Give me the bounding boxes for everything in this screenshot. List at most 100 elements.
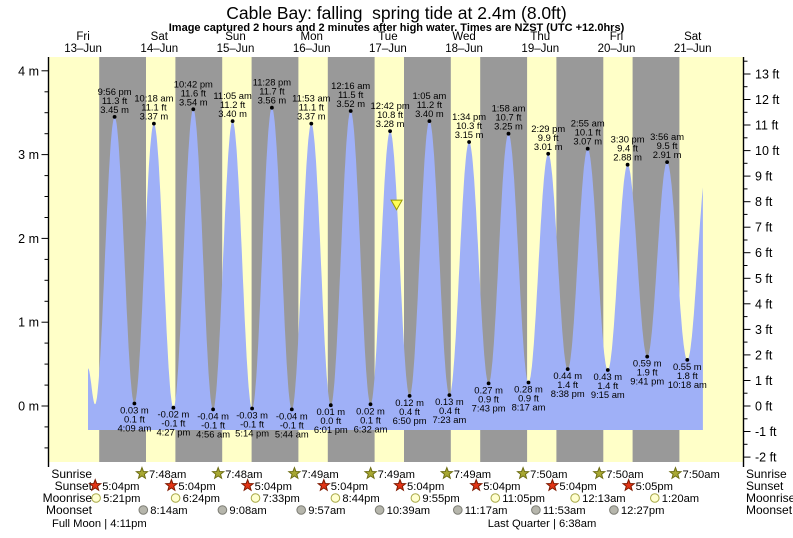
m-axis-tick-label: 2 m — [18, 232, 39, 246]
moonrise-time-label: 6:24pm — [183, 493, 220, 505]
high-tide-label: 11:28 pm — [253, 77, 292, 88]
tide-extreme-dot — [467, 140, 471, 144]
high-tide-label: 3.54 m — [179, 96, 208, 107]
low-tide-label: 7:23 am — [432, 414, 466, 425]
moon-phase-label: Last Quarter | 6:38am — [488, 518, 597, 530]
low-tide-label: 4:09 am — [117, 423, 151, 434]
high-tide-label: 12:16 am — [331, 80, 370, 91]
ft-axis-tick-label: 10 ft — [755, 144, 780, 158]
high-tide-label: 10.3 ft — [456, 120, 482, 131]
moonset-icon — [217, 505, 228, 515]
low-tide-label: -0.02 m — [158, 409, 190, 420]
sunset-icon — [316, 478, 331, 492]
sunset-icon — [164, 478, 179, 492]
tide-extreme-dot — [645, 354, 650, 359]
sunrise-icon — [668, 466, 683, 480]
ft-axis-tick-label: 3 ft — [755, 323, 773, 337]
moonset-icon — [374, 505, 385, 515]
ft-axis-tick-label: 4 ft — [755, 297, 773, 311]
moonset-time-label: 8:14am — [150, 505, 187, 517]
high-tide-label: 11.5 ft — [338, 89, 364, 100]
low-tide-label: 0.28 m — [514, 384, 543, 395]
sunset-icon — [88, 478, 103, 492]
moonrise-time-label: 8:44pm — [342, 493, 379, 505]
moonrise-icon — [170, 493, 181, 503]
high-tide-label: 11.2 ft — [220, 99, 246, 110]
low-tide-label: 0.01 m — [316, 406, 345, 417]
day-date-label: 15–Jun — [217, 43, 255, 55]
m-axis-tick-label: 1 m — [18, 316, 39, 330]
low-tide-label: 0.9 ft — [478, 393, 499, 404]
low-tide-label: 9:15 am — [591, 389, 625, 400]
moonset-icon — [609, 505, 619, 515]
high-tide-label: 3:30 pm — [611, 134, 645, 145]
tide-extreme-dot — [486, 381, 491, 386]
sunrise-time-label: 7:50am — [530, 469, 567, 481]
low-tide-label: 1.4 ft — [597, 380, 618, 391]
sunrise-icon — [363, 466, 378, 480]
high-tide-label: 3.37 m — [140, 111, 169, 122]
low-tide-label: 7:43 pm — [472, 402, 506, 413]
tide-extreme-dot — [230, 119, 235, 123]
low-tide-label: -0.1 ft — [280, 419, 304, 430]
low-tide-label: 4:27 pm — [156, 427, 190, 438]
day-name-label: Sat — [151, 31, 169, 43]
tide-extreme-dot — [328, 403, 333, 408]
moonset-icon — [138, 505, 149, 515]
day-name-label: Tue — [378, 31, 397, 43]
moonrise-time-label: 11:05pm — [502, 493, 545, 505]
sunrise-time-label: 7:50am — [683, 469, 720, 481]
low-tide-label: 6:50 pm — [393, 415, 427, 426]
sunrise-icon — [516, 466, 531, 480]
tide-extreme-dot — [289, 407, 294, 412]
low-tide-label: 0.0 ft — [320, 415, 341, 426]
low-tide-label: 0.55 m — [673, 361, 702, 372]
day-name-label: Wed — [452, 31, 475, 43]
ft-axis-tick-label: 2 ft — [755, 348, 773, 362]
low-tide-label: 0.02 m — [356, 405, 385, 416]
low-tide-label: -0.04 m — [276, 410, 308, 421]
low-tide-label: -0.03 m — [236, 410, 268, 421]
moonrise-time-label: 5:21pm — [103, 493, 140, 505]
sunset-time-label: 5:04pm — [102, 481, 139, 493]
page-subtitle: Image captured 2 hours and 2 minutes aft… — [168, 22, 625, 34]
high-tide-label: 10:18 am — [134, 93, 173, 104]
page-title: Cable Bay: falling spring tide at 2.4m (… — [226, 3, 567, 23]
low-tide-label: 0.59 m — [633, 358, 662, 369]
tide-extreme-dot — [546, 151, 551, 156]
sunset-icon — [621, 478, 636, 492]
almanac-row-label-right-sunset: Sunset — [746, 479, 784, 493]
tide-extreme-dot — [270, 105, 274, 110]
high-tide-label: 9.9 ft — [538, 132, 559, 143]
high-tide-label: 11:05 am — [213, 90, 252, 101]
moonset-time-label: 10:39am — [387, 505, 431, 517]
tide-extreme-dot — [427, 119, 432, 123]
day-date-label: 14–Jun — [140, 43, 178, 55]
high-tide-label: 11.1 ft — [299, 102, 325, 113]
tide-extreme-dot — [250, 406, 255, 411]
sunrise-time-label: 7:49am — [301, 469, 338, 481]
high-tide-label: 10:42 pm — [174, 78, 213, 89]
tide-extreme-dot — [348, 109, 353, 113]
almanac-row-label-left-sunrise: Sunrise — [51, 467, 92, 481]
high-tide-label: 1:34 pm — [452, 111, 486, 122]
almanac-row-label-right-sunrise: Sunrise — [746, 467, 787, 481]
sunset-time-label: 5:04pm — [255, 481, 292, 493]
moonset-time-label: 9:08am — [229, 505, 266, 517]
low-tide-label: 0.4 ft — [399, 406, 420, 417]
low-tide-label: 0.9 ft — [518, 393, 539, 404]
day-date-label: 21–Jun — [674, 43, 712, 55]
moonrise-time-label: 12:13am — [582, 493, 626, 505]
high-tide-label: 11.3 ft — [102, 95, 128, 106]
tide-extreme-dot — [112, 115, 117, 119]
almanac-row-label-right-moonset: Moonset — [746, 503, 793, 517]
high-tide-label: 9.4 ft — [617, 143, 638, 154]
tide-extreme-dot — [526, 380, 531, 385]
moonrise-time-label: 1:20am — [662, 493, 699, 505]
tide-curve-area — [88, 107, 703, 431]
tide-extreme-dot — [191, 107, 196, 112]
high-tide-label: 9.5 ft — [657, 140, 678, 151]
tide-extreme-dot — [407, 394, 412, 398]
low-tide-label: -0.1 ft — [161, 418, 185, 429]
m-axis-tick-label: 3 m — [18, 148, 39, 162]
